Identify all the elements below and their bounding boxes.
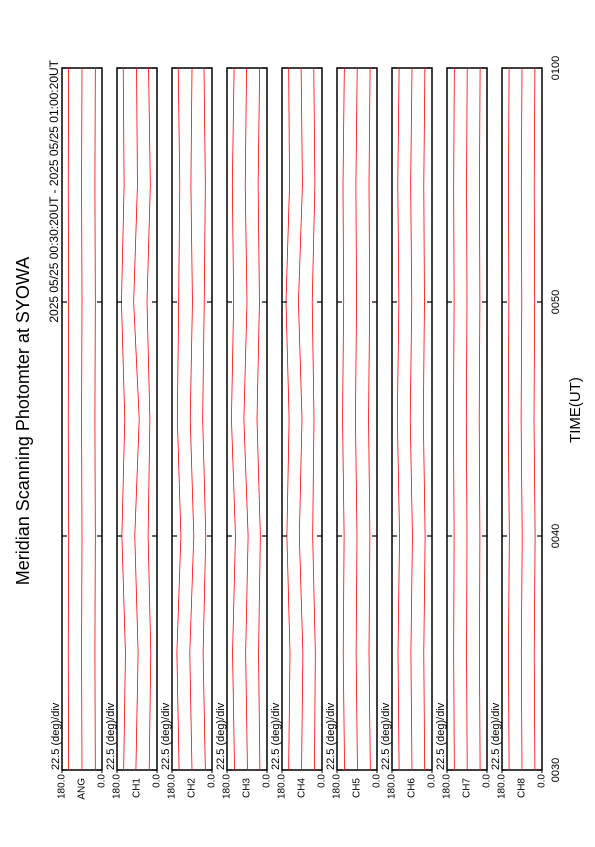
panel-channel-label: CH4 — [297, 778, 308, 798]
x-tick-label: 0040 — [550, 524, 562, 548]
y-tick-label: 180.0 — [57, 774, 68, 799]
chart-title: Meridian Scanning Photomter at SYOWA — [13, 257, 33, 585]
trace-line — [343, 68, 345, 770]
panel-scale-label: 22.5 (deg)/div — [270, 702, 282, 770]
rotated-plot: Meridian Scanning Photomter at SYOWA 202… — [13, 56, 584, 800]
y-tick-label: 180.0 — [167, 774, 178, 799]
trace-line — [203, 68, 206, 770]
y-tick-label: 0.0 — [372, 774, 383, 788]
y-tick-label: 0.0 — [482, 774, 493, 788]
y-tick-label: 180.0 — [222, 774, 233, 799]
y-tick-label: 180.0 — [112, 774, 123, 799]
trace-line — [479, 68, 480, 770]
y-tick-label: 180.0 — [387, 774, 398, 799]
panel-scale-label: 22.5 (deg)/div — [490, 702, 502, 770]
y-tick-label: 0.0 — [97, 774, 108, 788]
panel-scale-label: 22.5 (deg)/div — [435, 702, 447, 770]
panel-scale-label: 22.5 (deg)/div — [50, 702, 62, 770]
trace-line — [121, 68, 125, 770]
panel-channel-label: CH7 — [462, 778, 473, 798]
panel-channel-label: CH6 — [407, 778, 418, 798]
trace-line — [312, 68, 315, 770]
y-tick-label: 180.0 — [442, 774, 453, 799]
trace-line — [521, 68, 522, 770]
panel-channel-label: CH1 — [132, 778, 143, 798]
trace-line — [190, 68, 194, 770]
y-tick-label: 180.0 — [497, 774, 508, 799]
x-tick-label: 0100 — [550, 56, 562, 80]
panel-scale-label: 22.5 (deg)/div — [325, 702, 337, 770]
trace-line — [369, 68, 371, 770]
trace-line — [534, 68, 535, 770]
trace-line — [286, 68, 290, 770]
trace-line — [508, 68, 509, 770]
x-tick-label: 0030 — [550, 758, 562, 782]
trace-line — [298, 68, 302, 770]
trace-line — [466, 68, 467, 770]
y-tick-label: 0.0 — [152, 774, 163, 788]
y-tick-label: 0.0 — [262, 774, 273, 788]
y-tick-label: 180.0 — [277, 774, 288, 799]
y-tick-label: 0.0 — [537, 774, 548, 788]
y-tick-label: 0.0 — [427, 774, 438, 788]
chart-subtitle: 2025 05/25 00:30:20UT - 2025 05/25 01:00… — [47, 59, 61, 322]
trace-line — [244, 68, 248, 770]
panel-channel-label: CH3 — [242, 778, 253, 798]
panel-scale-label: 22.5 (deg)/div — [105, 702, 117, 770]
trace-line — [147, 68, 151, 770]
panel-channel-label: ANG — [77, 778, 88, 800]
trace-line — [177, 68, 181, 770]
panel-channel-label: CH8 — [517, 778, 528, 798]
y-tick-label: 0.0 — [317, 774, 328, 788]
panel-scale-label: 22.5 (deg)/div — [215, 702, 227, 770]
trace-line — [423, 68, 425, 770]
x-axis-label: TIME(UT) — [567, 377, 584, 443]
panel-scale-label: 22.5 (deg)/div — [380, 702, 392, 770]
panel-channel-label: CH5 — [352, 778, 363, 798]
trace-line — [355, 68, 357, 770]
y-tick-label: 0.0 — [207, 774, 218, 788]
trace-line — [453, 68, 454, 770]
panel-scale-label: 22.5 (deg)/div — [160, 702, 172, 770]
trace-line — [410, 68, 412, 770]
trace-line — [257, 68, 260, 770]
trace-line — [134, 68, 140, 770]
trace-line — [231, 68, 235, 770]
trace-line — [397, 68, 399, 770]
panel-frame — [172, 68, 212, 770]
y-tick-label: 180.0 — [332, 774, 343, 799]
x-tick-label: 0050 — [550, 290, 562, 314]
panel-channel-label: CH2 — [187, 778, 198, 798]
